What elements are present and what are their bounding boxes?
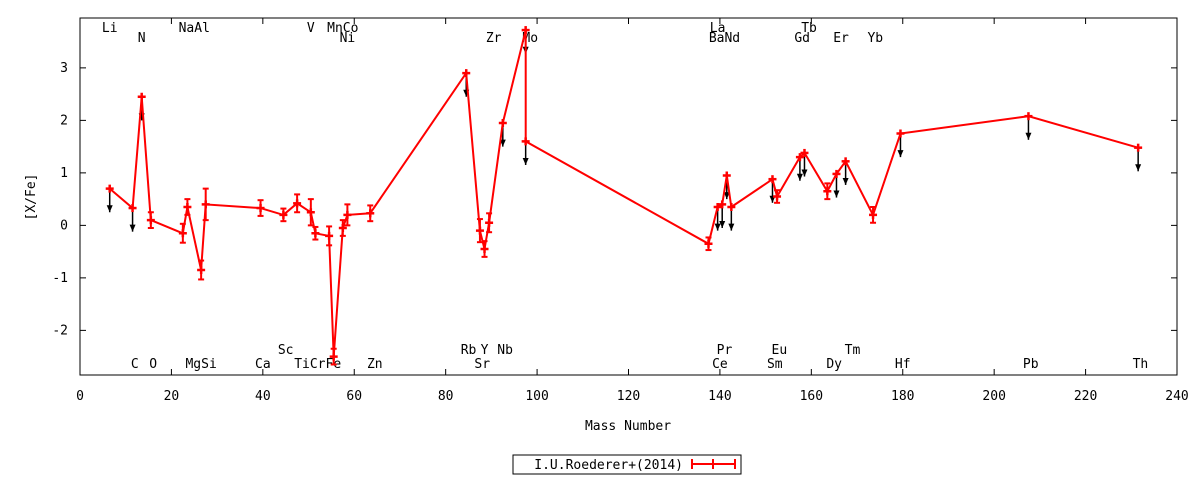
- upper-limit-arrowhead: [833, 190, 840, 198]
- element-label: Li: [102, 21, 118, 36]
- element-label: Dy: [826, 357, 842, 372]
- x-axis-title: Mass Number: [585, 419, 671, 434]
- x-tick-label: 140: [708, 389, 731, 404]
- upper-limit-arrowhead: [796, 173, 803, 181]
- y-axis-title: [X/Fe]: [24, 174, 39, 221]
- series-line: [109, 29, 1139, 357]
- x-tick-label: 80: [438, 389, 454, 404]
- element-label: TiCrFe: [294, 357, 341, 372]
- element-label: Tb: [801, 21, 817, 36]
- x-tick-label: 60: [346, 389, 362, 404]
- element-label: Sc: [278, 343, 294, 358]
- element-label: Yb: [867, 31, 883, 46]
- element-label: La: [710, 21, 726, 36]
- x-tick-label: 100: [525, 389, 548, 404]
- upper-limit-arrowhead: [106, 205, 113, 213]
- element-label: NaAl: [179, 21, 210, 36]
- element-label: Tm: [845, 343, 861, 358]
- element-label: C: [131, 357, 139, 372]
- element-label: Sm: [767, 357, 783, 372]
- element-label: Pb: [1023, 357, 1039, 372]
- x-tick-label: 0: [76, 389, 84, 404]
- element-label: Er: [833, 31, 849, 46]
- element-label: Ca: [255, 357, 271, 372]
- element-label: N: [138, 31, 146, 46]
- upper-limit-arrowhead: [1135, 164, 1142, 172]
- y-tick-label: 3: [60, 61, 68, 76]
- element-label: BaNd: [709, 31, 740, 46]
- x-tick-label: 240: [1165, 389, 1188, 404]
- upper-limit-arrows: [106, 30, 1142, 232]
- x-tick-label: 120: [617, 389, 640, 404]
- element-label: MgSi: [185, 357, 216, 372]
- element-label: Sr: [474, 357, 490, 372]
- y-tick-label: 2: [60, 113, 68, 128]
- data-points: [105, 26, 1143, 366]
- upper-limit-arrowhead: [728, 223, 735, 231]
- x-tick-label: 200: [982, 389, 1005, 404]
- y-tick-label: 1: [60, 166, 68, 181]
- upper-limit-arrowhead: [842, 177, 849, 185]
- element-label: Nb: [497, 343, 513, 358]
- element-label: Pr: [717, 343, 733, 358]
- element-label: Ce: [712, 357, 728, 372]
- element-label: Zn: [367, 357, 383, 372]
- element-label: Rb: [461, 343, 477, 358]
- element-label: MnCo: [327, 21, 358, 36]
- y-tick-label: 0: [60, 218, 68, 233]
- y-tick-label: -2: [52, 323, 68, 338]
- upper-limit-arrowhead: [723, 192, 730, 200]
- plot-frame: [79, 17, 1178, 376]
- element-label: Gd: [794, 31, 810, 46]
- axis-ticks: [79, 18, 1178, 375]
- x-tick-label: 40: [255, 389, 271, 404]
- legend: I.U.Roederer+(2014): [512, 454, 742, 475]
- upper-limit-arrowhead: [719, 221, 726, 228]
- element-label: Eu: [772, 343, 788, 358]
- x-tick-label: 160: [800, 389, 823, 404]
- upper-limit-arrowhead: [714, 223, 721, 231]
- axis-tick-labels: 0 20 40 60 80 100 120 140 160 180 200 220 240 -2 -1 0 1 2…: [52, 61, 1188, 404]
- x-tick-label: 180: [891, 389, 914, 404]
- element-label: Th: [1133, 357, 1149, 372]
- upper-limit-arrowhead: [499, 139, 506, 147]
- upper-limit-arrowhead: [1025, 132, 1032, 140]
- element-label: Y: [481, 343, 489, 358]
- element-label: O: [149, 357, 157, 372]
- legend-label: I.U.Roederer+(2014): [534, 458, 683, 473]
- x-tick-label: 20: [164, 389, 180, 404]
- upper-limit-arrowhead: [522, 158, 529, 165]
- upper-limit-arrowhead: [897, 150, 904, 158]
- upper-limit-arrowhead: [801, 169, 808, 177]
- element-label: V: [307, 21, 315, 36]
- legend-box: [512, 454, 742, 475]
- y-tick-label: -1: [52, 271, 68, 286]
- upper-limit-arrowhead: [129, 224, 136, 232]
- element-label: Zr: [486, 31, 502, 46]
- element-label: Hf: [895, 357, 911, 372]
- x-tick-label: 220: [1074, 389, 1097, 404]
- element-label: Ni: [340, 31, 356, 46]
